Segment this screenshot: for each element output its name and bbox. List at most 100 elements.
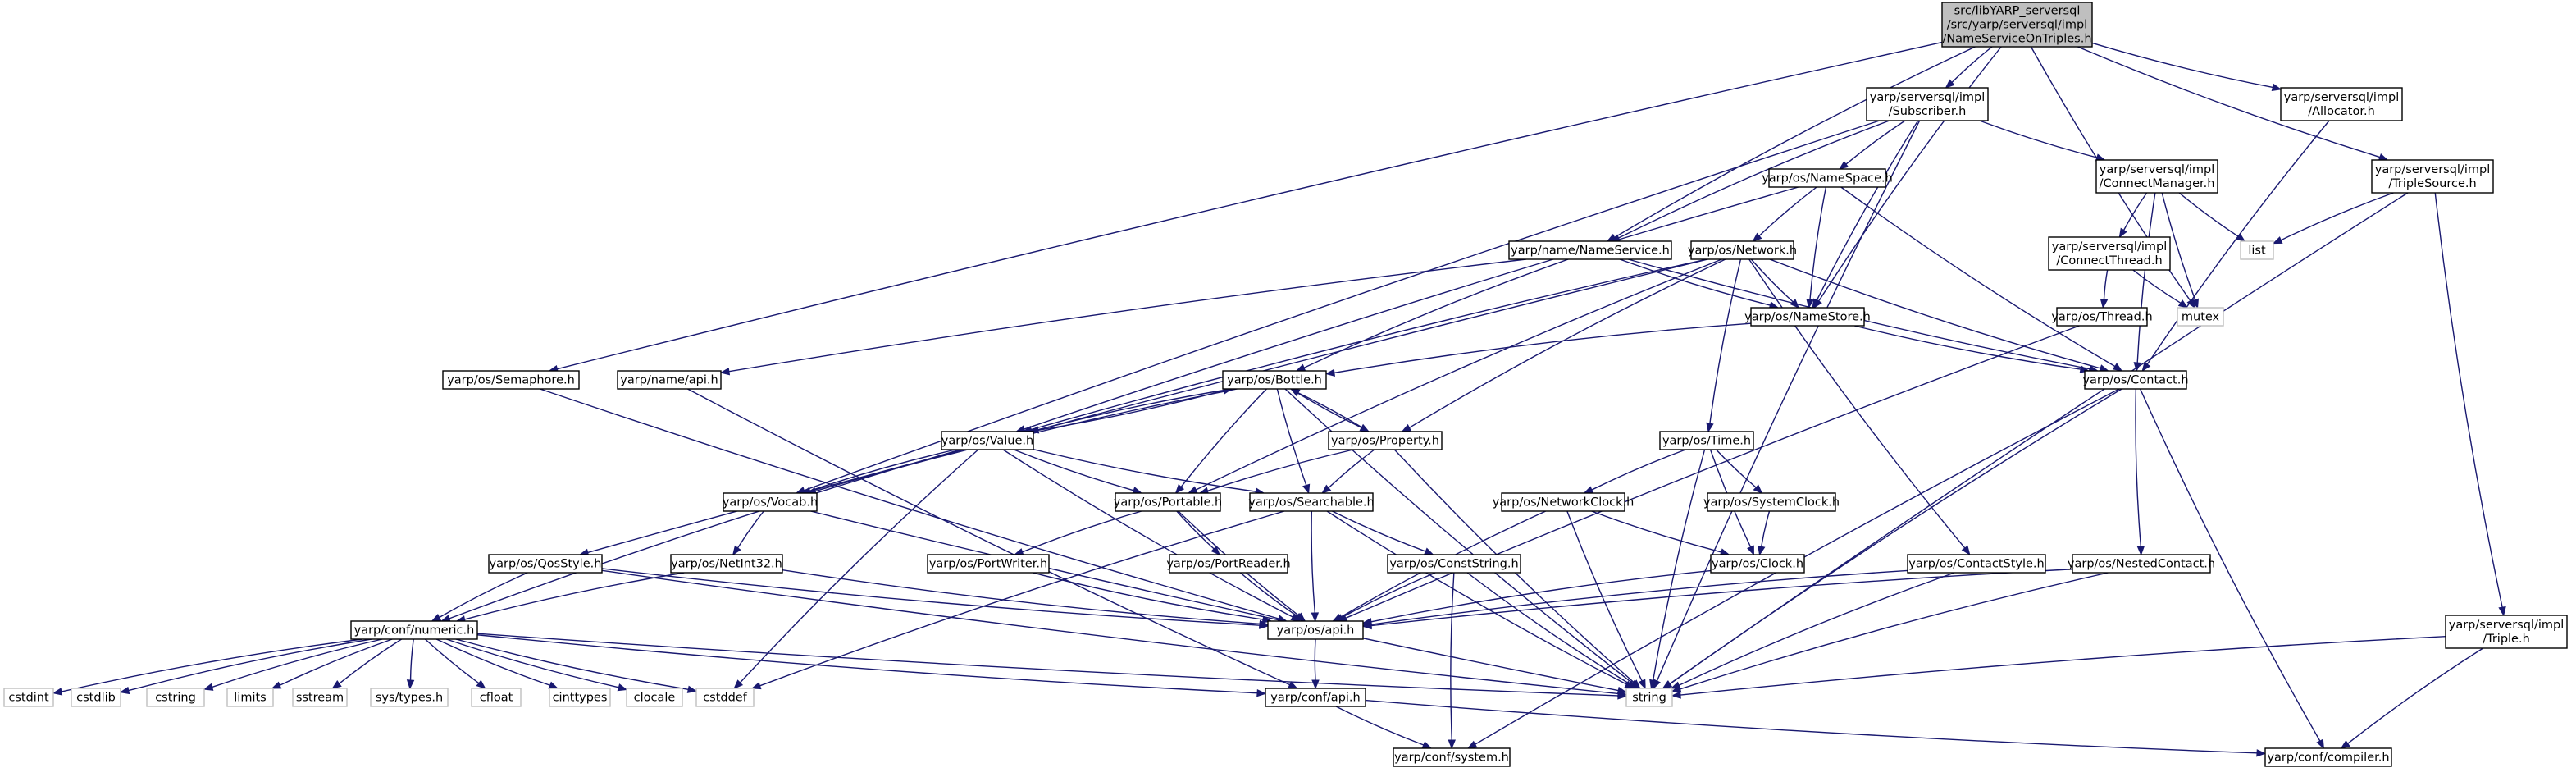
edge-line	[464, 572, 685, 620]
edge-line	[1207, 449, 1354, 491]
node-sstream[interactable]: sstream	[292, 688, 348, 707]
node-label: yarp/serversql/impl	[1870, 91, 1985, 104]
edge-connectmanager-to-contact	[2133, 192, 2156, 373]
node-portable[interactable]: yarp/os/Portable.h	[1114, 492, 1222, 512]
node-networkclock[interactable]: yarp/os/NetworkClock.h	[1493, 492, 1635, 512]
node-netint32[interactable]: yarp/os/NetInt32.h	[670, 554, 783, 574]
node-systypes[interactable]: sys/types.h	[370, 688, 449, 707]
node-cinttypes[interactable]: cinttypes	[549, 688, 611, 707]
edge-nestedcontact-to-string	[1671, 572, 2109, 693]
edge-line	[1334, 322, 1752, 374]
edge-arrowhead	[617, 683, 628, 692]
node-cstring[interactable]: cstring	[146, 688, 205, 707]
node-root[interactable]: src/libYARP_serversql/src/yarp/serversql…	[1941, 2, 2093, 48]
edge-root-to-allocator	[2091, 42, 2282, 91]
node-portreader[interactable]: yarp/os/PortReader.h	[1166, 554, 1291, 574]
node-thread[interactable]: yarp/os/Thread.h	[2051, 307, 2153, 327]
node-box	[488, 554, 603, 574]
node-cstddef[interactable]: cstddef	[695, 688, 755, 707]
node-osapi[interactable]: yarp/os/api.h	[1267, 620, 1364, 640]
node-subscriber[interactable]: yarp/serversql/impl/Subscriber.h	[1866, 87, 1989, 121]
node-systemclock[interactable]: yarp/os/SystemClock.h	[1703, 492, 1840, 512]
edge-arrowhead	[1747, 545, 1754, 556]
edge-arrowhead	[1448, 739, 1457, 750]
edge-line	[1951, 46, 1993, 83]
node-connectthread[interactable]: yarp/serversql/impl/ConnectThread.h	[2048, 236, 2171, 271]
node-conststring[interactable]: yarp/os/ConstString.h	[1387, 554, 1521, 574]
node-confsystem[interactable]: yarp/conf/system.h	[1393, 747, 1511, 767]
edge-line	[476, 633, 1619, 697]
node-triple[interactable]: yarp/serversql/impl/Triple.h	[2445, 615, 2568, 649]
node-label: yarp/os/Time.h	[1662, 435, 1751, 448]
node-confcompiler[interactable]: yarp/conf/compiler.h	[2264, 747, 2392, 767]
edge-line	[739, 449, 979, 683]
edge-line	[809, 449, 956, 491]
edge-arrowhead	[1671, 691, 1681, 699]
edge-line	[1328, 449, 1375, 489]
edge-line	[2347, 647, 2484, 744]
node-limits[interactable]: limits	[226, 688, 274, 707]
node-namespace[interactable]: yarp/os/NameSpace.h	[1762, 168, 1893, 188]
node-vocab[interactable]: yarp/os/Vocab.h	[723, 492, 818, 512]
node-confapi[interactable]: yarp/conf/api.h	[1265, 688, 1366, 707]
node-qosstyle[interactable]: yarp/os/QosStyle.h	[488, 554, 603, 574]
edge-line	[1614, 46, 1976, 238]
node-bottle[interactable]: yarp/os/Bottle.h	[1222, 370, 1327, 390]
edge-line	[1716, 449, 1757, 488]
node-contact[interactable]: yarp/os/Contact.h	[2082, 370, 2189, 390]
node-property[interactable]: yarp/os/Property.h	[1328, 431, 1443, 450]
node-box	[442, 370, 580, 390]
node-portwriter[interactable]: yarp/os/PortWriter.h	[927, 554, 1050, 574]
edge-connectthread-to-thread	[2100, 269, 2109, 309]
edge-line	[1176, 510, 1215, 550]
node-nestedcontact[interactable]: yarp/os/NestedContact.h	[2068, 554, 2215, 574]
edge-nameservice-to-nameapi	[719, 258, 1526, 376]
node-box	[2240, 240, 2274, 260]
node-semaphore[interactable]: yarp/os/Semaphore.h	[442, 370, 580, 390]
node-label: yarp/os/ContactStyle.h	[1908, 558, 2044, 571]
node-label: string	[1632, 692, 1666, 705]
node-box	[1659, 431, 1754, 450]
node-cstdlib[interactable]: cstdlib	[71, 688, 121, 707]
node-clocale[interactable]: clocale	[626, 688, 683, 707]
node-box	[549, 688, 611, 707]
node-label: yarp/os/NameSpace.h	[1762, 172, 1893, 185]
node-cstdint[interactable]: cstdint	[3, 688, 54, 707]
edge-line	[1680, 635, 2446, 696]
node-string[interactable]: string	[1625, 688, 1673, 707]
node-searchable[interactable]: yarp/os/Searchable.h	[1248, 492, 1375, 512]
edge-line	[601, 568, 1261, 626]
node-triplesource[interactable]: yarp/serversql/impl/TripleSource.h	[2371, 159, 2494, 194]
node-nameapi[interactable]: yarp/name/api.h	[617, 370, 722, 390]
node-time[interactable]: yarp/os/Time.h	[1659, 431, 1754, 450]
node-label: yarp/os/Contact.h	[2082, 374, 2188, 387]
edge-conststring-to-confsystem	[1448, 572, 1457, 750]
node-numeric[interactable]: yarp/conf/numeric.h	[350, 620, 478, 640]
node-box	[1267, 620, 1364, 640]
node-namestore[interactable]: yarp/os/NameStore.h	[1744, 307, 1871, 327]
nodes-layer: src/libYARP_serversql/src/yarp/serversql…	[3, 2, 2568, 767]
edge-line	[1409, 258, 1726, 428]
node-contactstyle[interactable]: yarp/os/ContactStyle.h	[1907, 554, 2046, 574]
node-allocator[interactable]: yarp/serversql/impl/Allocator.h	[2280, 87, 2403, 121]
node-connectmanager[interactable]: yarp/serversql/impl/ConnectManager.h	[2095, 159, 2218, 194]
node-box	[146, 688, 205, 707]
edge-arrowhead	[1706, 422, 1714, 433]
node-cfloat[interactable]: cfloat	[471, 688, 522, 707]
node-list[interactable]: list	[2240, 240, 2274, 260]
node-nameservice[interactable]: yarp/name/NameService.h	[1508, 240, 1672, 260]
edge-line	[1769, 258, 2101, 369]
edge-namespace-to-namestore	[1806, 186, 1827, 309]
edge-line	[1311, 510, 1316, 614]
node-value[interactable]: yarp/os/Value.h	[941, 431, 1034, 450]
edge-allocator-to-contact	[2141, 120, 2330, 373]
edge-line	[1022, 510, 1142, 553]
node-clock[interactable]: yarp/os/Clock.h	[1710, 554, 1805, 574]
edge-arrowhead	[119, 686, 130, 695]
node-box	[1941, 2, 2093, 48]
edge-arrowhead	[2316, 738, 2324, 750]
node-network[interactable]: yarp/os/Network.h	[1688, 240, 1797, 260]
node-box	[1387, 554, 1521, 574]
edge-line	[1680, 572, 2109, 690]
node-mutex[interactable]: mutex	[2177, 307, 2224, 327]
